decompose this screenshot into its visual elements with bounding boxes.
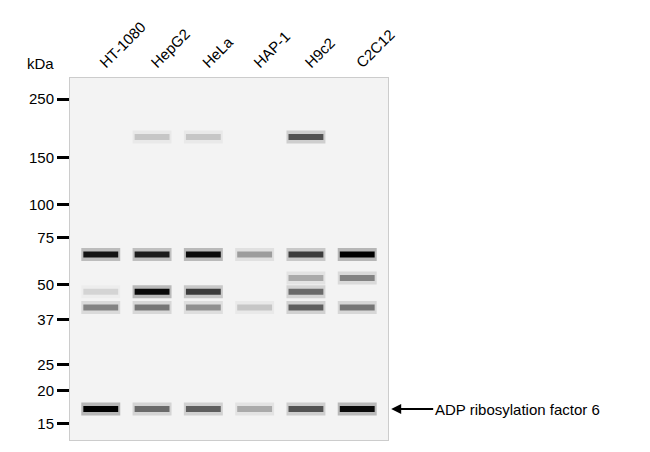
svg-text:25: 25 [37, 356, 54, 373]
svg-text:15: 15 [37, 415, 54, 432]
svg-text:37: 37 [37, 311, 54, 328]
svg-text:250: 250 [29, 90, 54, 107]
svg-text:HAP-1: HAP-1 [250, 28, 293, 71]
svg-text:50: 50 [37, 276, 54, 293]
svg-text:kDa: kDa [27, 55, 54, 72]
svg-text:100: 100 [29, 196, 54, 213]
svg-text:HT-1080: HT-1080 [96, 18, 149, 71]
svg-text:HeLa: HeLa [199, 33, 237, 71]
svg-text:150: 150 [29, 149, 54, 166]
svg-text:C2C12: C2C12 [353, 26, 398, 71]
svg-text:ADP ribosylation factor 6: ADP ribosylation factor 6 [435, 401, 600, 418]
svg-text:HepG2: HepG2 [147, 25, 193, 71]
svg-text:20: 20 [37, 382, 54, 399]
svg-text:H9c2: H9c2 [301, 34, 338, 71]
svg-text:75: 75 [37, 229, 54, 246]
